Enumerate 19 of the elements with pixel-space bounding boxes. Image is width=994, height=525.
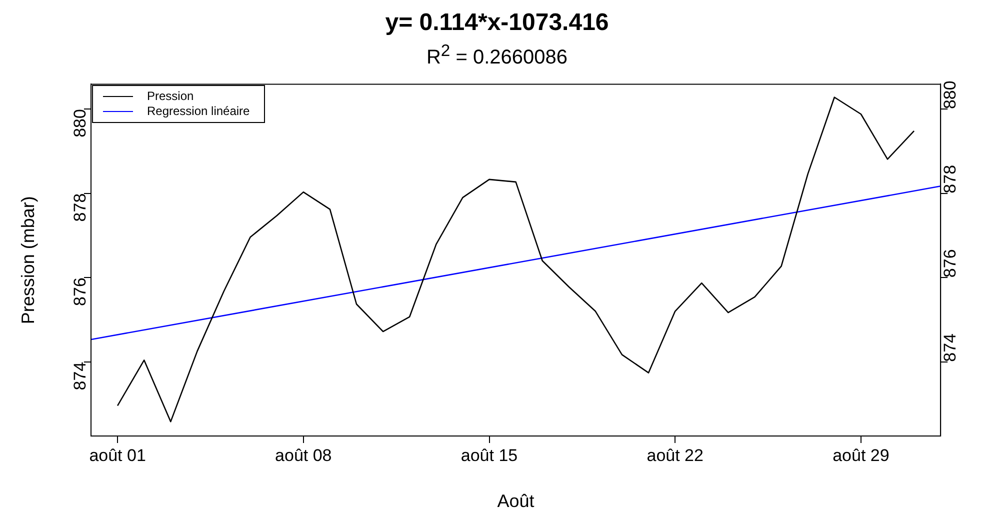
y-tick-label: 878 <box>70 192 90 222</box>
x-axis-title: Août <box>497 490 534 511</box>
x-tick-label: août 08 <box>275 446 332 465</box>
y2-tick-label: 878 <box>940 164 960 193</box>
x-tick-label: août 01 <box>89 446 146 465</box>
chart-title: y= 0.114*x-1073.416 <box>384 8 610 38</box>
chart-subtitle: R$^{2}$ = 0.2660086 <box>425 40 569 71</box>
y-tick-label: 876 <box>70 277 90 306</box>
legend-label: Regression linéaire <box>147 104 250 119</box>
y-tick-label: 874 <box>70 362 90 390</box>
x-tick-label: août 15 <box>460 446 518 465</box>
y2-tick-label: 880 <box>940 80 960 109</box>
y2-tick-label: 876 <box>940 248 960 278</box>
y-tick-label: 880 <box>70 108 90 138</box>
x-tick-label: août 22 <box>646 446 704 465</box>
y2-tick-label: 874 <box>940 333 960 362</box>
y-axis-title: Pression (mbar) <box>18 196 38 324</box>
legend-label: Pression <box>147 88 194 104</box>
x-tick-label: août 29 <box>832 446 890 465</box>
